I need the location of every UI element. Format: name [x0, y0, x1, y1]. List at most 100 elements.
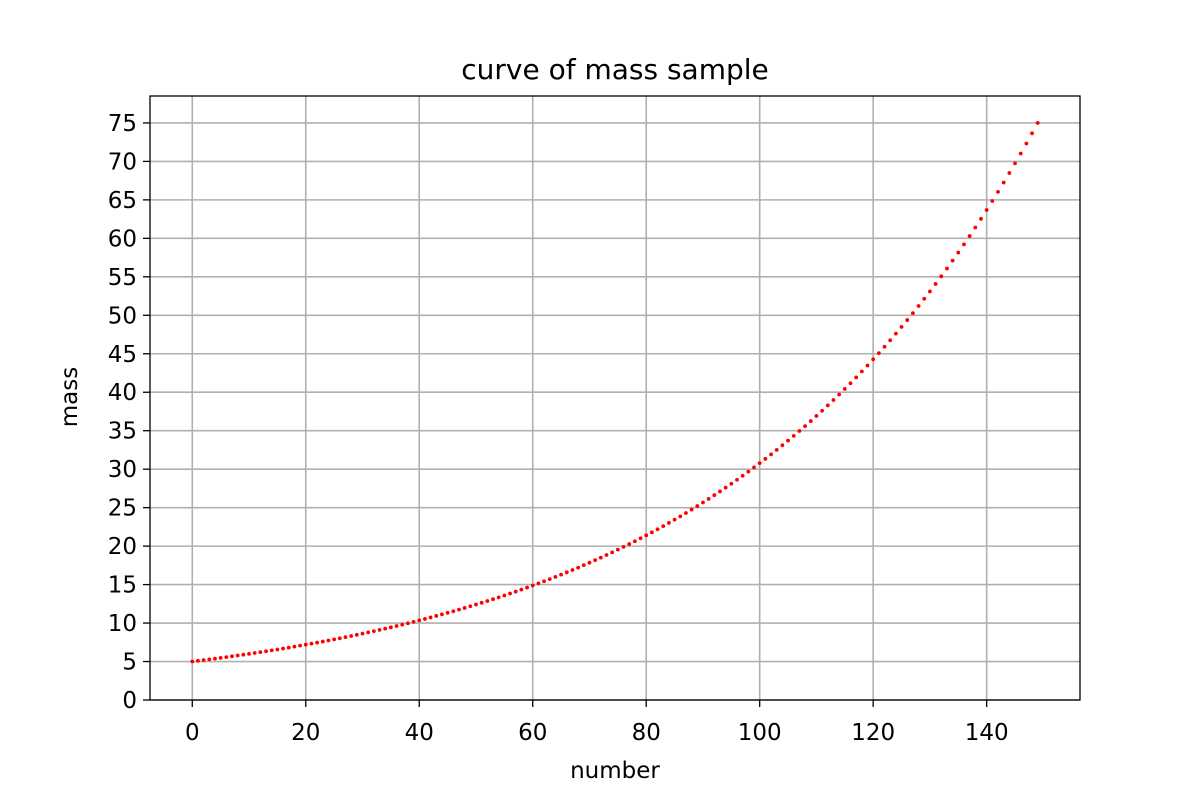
data-point: [837, 392, 842, 397]
data-point: [808, 419, 813, 423]
data-point: [400, 622, 405, 627]
data-point: [593, 558, 598, 563]
data-point: [275, 647, 280, 652]
data-point: [451, 609, 456, 614]
data-points: [190, 121, 1040, 664]
data-point: [695, 504, 700, 508]
data-point: [893, 331, 898, 336]
data-point: [922, 296, 927, 301]
data-point: [553, 574, 558, 579]
data-point: [831, 398, 836, 402]
data-point: [859, 369, 864, 374]
data-point: [678, 514, 683, 519]
data-point: [394, 624, 399, 628]
data-point: [576, 565, 581, 570]
y-tick-label: 20: [108, 534, 137, 560]
data-point: [559, 572, 563, 577]
data-point: [916, 304, 921, 308]
data-point: [315, 640, 320, 645]
data-point: [990, 199, 995, 203]
x-tick-label: 100: [738, 720, 782, 746]
y-tick-label: 70: [108, 149, 137, 175]
data-point: [298, 643, 302, 648]
data-point: [984, 208, 989, 212]
data-point: [281, 646, 285, 651]
data-point: [445, 610, 450, 615]
data-point: [377, 628, 382, 632]
data-point: [411, 619, 416, 624]
y-tick-label: 45: [108, 342, 137, 368]
data-point: [791, 433, 796, 438]
data-point: [252, 651, 257, 655]
data-point: [502, 593, 507, 598]
data-point: [247, 651, 251, 656]
data-point: [581, 563, 586, 568]
data-point: [780, 443, 785, 448]
data-point: [1035, 121, 1040, 125]
y-tick-label: 25: [108, 496, 137, 522]
data-point: [803, 424, 807, 428]
data-point: [1018, 151, 1023, 156]
x-axis-label: number: [570, 758, 660, 784]
data-point: [899, 325, 904, 329]
data-point: [945, 266, 949, 271]
data-point: [1024, 141, 1029, 146]
data-point: [269, 648, 274, 653]
data-point: [201, 658, 206, 663]
data-point: [343, 635, 348, 640]
data-point: [854, 375, 859, 380]
data-point: [655, 527, 660, 532]
data-point: [740, 473, 745, 478]
data-point: [718, 489, 722, 494]
y-tick-label: 65: [108, 188, 137, 214]
chart-title: curve of mass sample: [461, 53, 769, 86]
data-point: [213, 656, 217, 661]
data-point: [190, 659, 195, 664]
data-point: [967, 234, 972, 238]
data-point: [547, 577, 552, 582]
x-tick-label: 0: [185, 720, 200, 746]
data-point: [684, 511, 688, 515]
data-point: [468, 604, 473, 609]
data-point: [309, 641, 314, 646]
x-tick-label: 140: [965, 720, 1009, 746]
data-point: [496, 595, 501, 600]
data-point: [928, 289, 932, 294]
x-tick-label: 60: [518, 720, 547, 746]
data-point: [865, 363, 870, 368]
data-point: [1007, 171, 1012, 175]
data-point: [1030, 131, 1034, 136]
data-point: [996, 189, 1000, 194]
y-tick-label: 40: [108, 380, 137, 406]
x-axis-ticks: 0 20 40 60 80 100 120 140: [185, 700, 1009, 746]
data-point: [230, 654, 234, 659]
data-point: [224, 655, 229, 659]
data-point: [388, 625, 393, 630]
data-point: [462, 606, 467, 610]
data-point: [956, 250, 961, 255]
data-point: [933, 282, 938, 286]
data-point: [797, 429, 802, 433]
data-point: [235, 653, 240, 658]
data-point: [440, 612, 444, 617]
data-point: [939, 274, 944, 279]
data-point: [701, 500, 705, 505]
data-point: [820, 408, 825, 413]
data-point: [218, 655, 223, 660]
y-tick-label: 10: [108, 611, 137, 637]
data-point: [882, 344, 887, 349]
y-tick-label: 0: [122, 688, 137, 714]
data-point: [752, 465, 756, 470]
data-point: [888, 338, 893, 343]
data-point: [905, 318, 910, 322]
data-point: [876, 351, 881, 355]
data-point: [814, 414, 819, 418]
data-point: [774, 447, 779, 452]
y-axis-label: mass: [57, 367, 83, 427]
data-point: [354, 632, 359, 637]
data-point: [564, 570, 569, 575]
data-point: [1013, 161, 1017, 166]
data-point: [479, 600, 484, 605]
data-point: [241, 652, 246, 657]
